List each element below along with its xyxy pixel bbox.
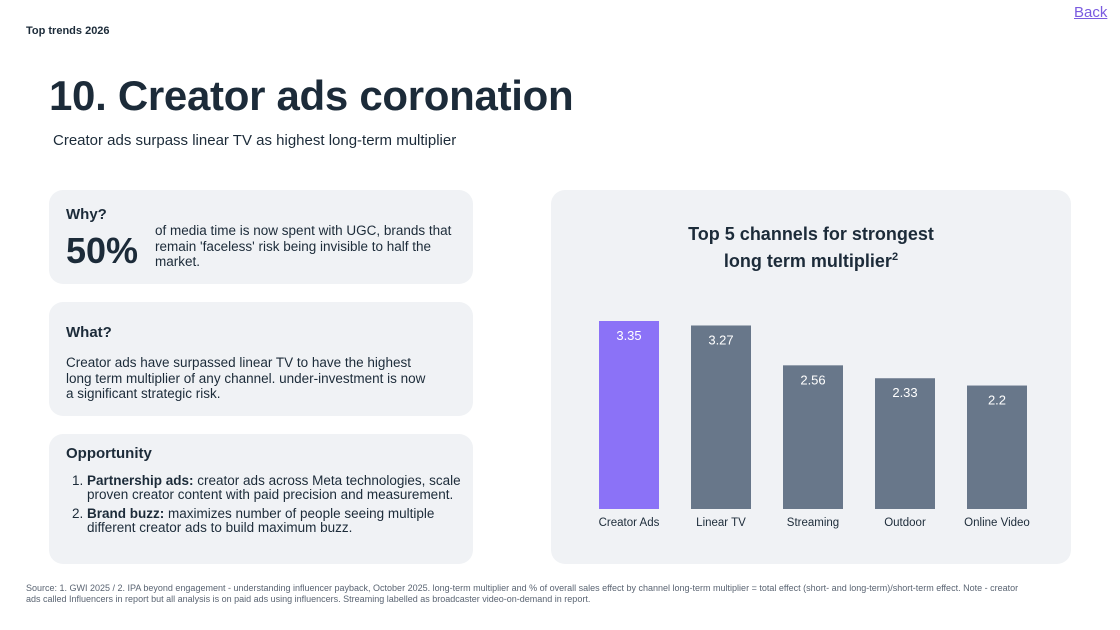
bar-creator-ads [599, 321, 659, 509]
chart-title: Top 5 channels for strongest long term m… [551, 223, 1071, 273]
item-bold: Brand buzz: [87, 506, 165, 521]
category-label: Creator Ads [599, 517, 660, 529]
opportunity-list: Partnership ads: creator ads across Meta… [65, 474, 467, 540]
what-heading: What? [66, 324, 112, 341]
opportunity-card: Opportunity Partnership ads: creator ads… [49, 434, 473, 564]
bar-value-label: 3.27 [708, 332, 733, 347]
bar-streaming [783, 365, 843, 509]
what-text: Creator ads have surpassed linear TV to … [66, 355, 426, 401]
why-card: Why? 50% of media time is now spent with… [49, 190, 473, 284]
chart-title-line1: Top 5 channels for strongest [688, 224, 934, 244]
bar-outdoor [875, 378, 935, 509]
chart-title-line2: long term multiplier [723, 251, 892, 271]
category-label: Outdoor [884, 517, 926, 529]
why-heading: Why? [66, 206, 107, 223]
item-text: creator ads across Meta technologies, sc… [87, 473, 461, 502]
bar-value-label: 2.33 [892, 385, 917, 400]
eyebrow-label: Top trends 2026 [26, 25, 110, 37]
category-label: Streaming [787, 517, 839, 529]
opportunity-heading: Opportunity [66, 445, 152, 462]
bar-value-label: 2.2 [988, 393, 1006, 408]
bar-chart: 3.35 Creator Ads 3.27 Linear TV 2.56 Streamin… [599, 321, 1030, 529]
list-item: Brand buzz: maximizes number of people s… [87, 507, 467, 535]
why-stat: 50% [66, 230, 139, 271]
category-label: Online Video [964, 517, 1030, 529]
chart-card: Top 5 channels for strongest long term m… [551, 190, 1071, 564]
page-title: 10. Creator ads coronation [49, 72, 574, 119]
bar-value-label: 2.56 [800, 372, 825, 387]
what-card: What? Creator ads have surpassed linear … [49, 302, 473, 416]
item-bold: Partnership ads: [87, 473, 194, 488]
bar-linear-tv [691, 325, 751, 509]
page-subtitle: Creator ads surpass linear TV as highest… [53, 132, 457, 149]
category-label: Linear TV [696, 517, 746, 529]
chart-title-footnote: 2 [891, 251, 899, 263]
bar-online-video [967, 385, 1027, 509]
back-link[interactable]: Back [1074, 4, 1108, 21]
item-text: maximizes number of people seeing multip… [87, 506, 435, 535]
why-text: of media time is now spent with UGC, bra… [155, 223, 452, 269]
bar-value-label: 3.35 [616, 328, 641, 343]
list-item: Partnership ads: creator ads across Meta… [87, 474, 467, 502]
source-footnote: Source: 1. GWI 2025 / 2. IPA beyond enga… [26, 583, 1019, 604]
